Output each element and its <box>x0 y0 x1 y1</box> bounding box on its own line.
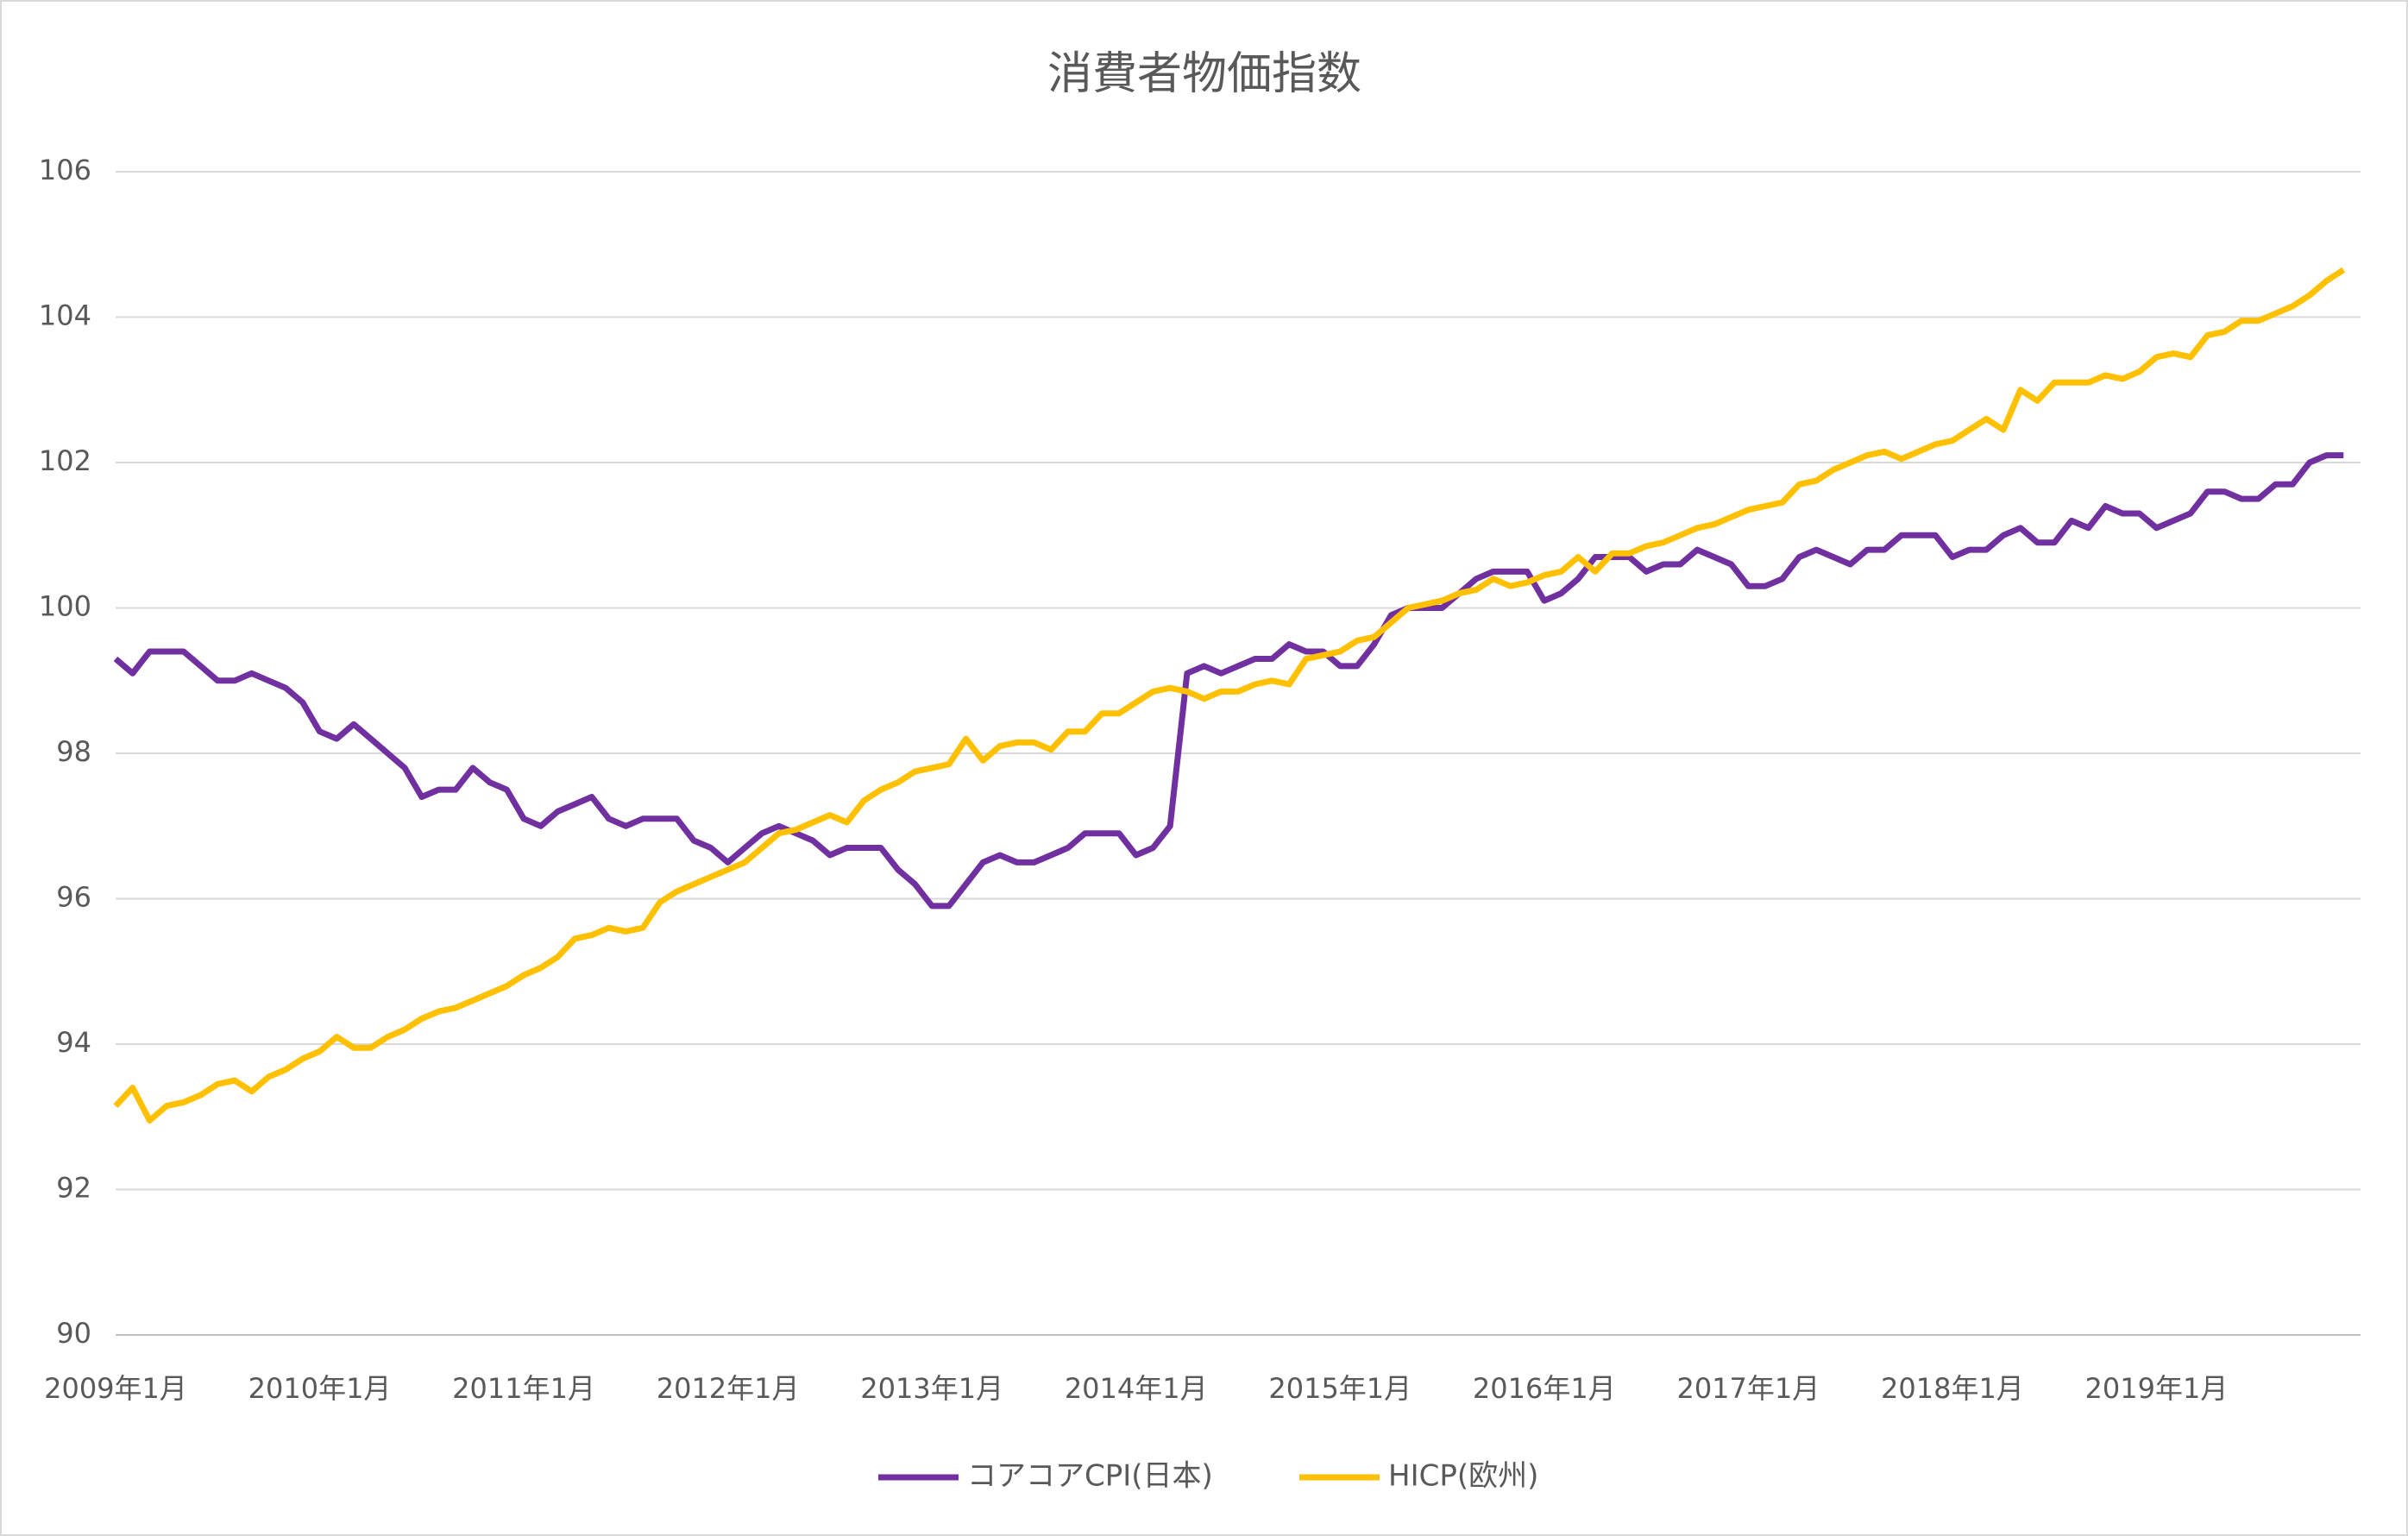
y-tick-label: 96 <box>56 881 91 914</box>
y-tick-label: 94 <box>56 1026 91 1059</box>
x-tick-label: 2011年1月 <box>452 1372 595 1405</box>
x-tick-label: 2018年1月 <box>1881 1372 2024 1405</box>
x-tick-label: 2019年1月 <box>2085 1372 2229 1405</box>
y-tick-label: 92 <box>56 1172 91 1205</box>
x-tick-label: 2016年1月 <box>1473 1372 1616 1405</box>
x-tick-label: 2012年1月 <box>657 1372 800 1405</box>
y-tick-label: 98 <box>56 735 91 768</box>
chart-title: 消費者物価指数 <box>1047 48 1361 100</box>
x-tick-label: 2009年1月 <box>44 1372 187 1405</box>
x-tick-label: 2014年1月 <box>1065 1372 1208 1405</box>
y-tick-label: 102 <box>39 444 91 477</box>
y-tick-label: 106 <box>39 154 91 186</box>
legend-label: HICP(欧州) <box>1388 1459 1538 1494</box>
x-tick-label: 2015年1月 <box>1268 1372 1411 1405</box>
x-tick-label: 2010年1月 <box>248 1372 392 1405</box>
legend-label: コアコアCPI(日本) <box>967 1459 1213 1494</box>
y-tick-label: 104 <box>39 299 91 332</box>
y-tick-label: 90 <box>56 1317 91 1350</box>
data-line <box>113 267 2346 1124</box>
y-tick-label: 100 <box>39 590 91 623</box>
data-line <box>113 452 2344 910</box>
x-tick-label: 2017年1月 <box>1676 1372 1820 1405</box>
x-tick-label: 2013年1月 <box>860 1372 1003 1405</box>
